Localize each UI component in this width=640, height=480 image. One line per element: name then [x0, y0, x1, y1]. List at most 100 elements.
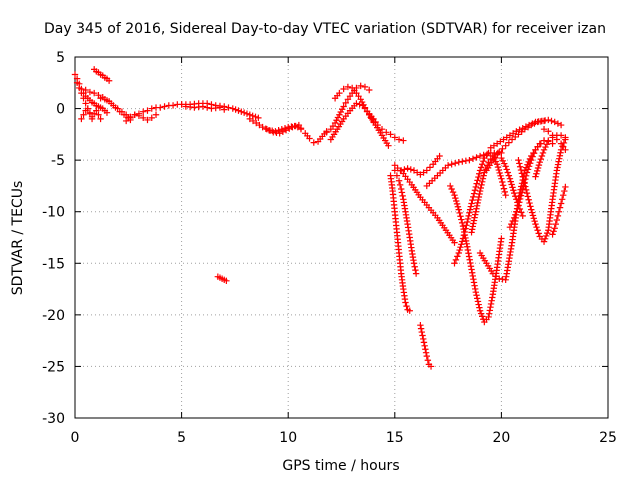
data-point	[426, 164, 434, 171]
data-point	[556, 155, 563, 162]
data-point	[471, 214, 478, 221]
data-point	[519, 173, 526, 180]
series-arc-04	[90, 66, 113, 84]
data-point	[534, 227, 541, 234]
data-point	[95, 111, 102, 118]
data-point	[560, 139, 568, 147]
data-point	[549, 140, 556, 147]
data-point	[498, 235, 505, 242]
data-point	[422, 349, 430, 356]
data-point	[474, 177, 481, 184]
data-point	[86, 88, 94, 96]
data-point	[468, 200, 475, 207]
data-point	[468, 269, 476, 276]
data-point	[476, 307, 484, 314]
data-point	[105, 77, 113, 84]
data-point	[458, 216, 465, 223]
data-point	[560, 192, 567, 199]
data-point	[562, 183, 569, 191]
data-point	[474, 199, 481, 207]
data-point	[498, 154, 505, 162]
data-point	[336, 89, 343, 97]
data-point	[498, 175, 505, 182]
series-arc-31	[506, 137, 556, 231]
data-point	[114, 105, 121, 112]
data-point	[103, 109, 111, 116]
data-point	[551, 118, 558, 126]
data-point	[552, 220, 559, 228]
data-point	[396, 181, 404, 189]
data-point	[292, 122, 299, 130]
data-point	[473, 154, 480, 161]
data-point	[449, 188, 457, 196]
data-point	[470, 217, 478, 224]
data-point	[394, 164, 401, 172]
data-point	[458, 241, 465, 248]
data-point	[466, 209, 473, 216]
data-point	[216, 104, 224, 111]
data-point	[232, 106, 239, 113]
data-point	[516, 163, 524, 170]
data-point	[451, 239, 458, 246]
data-point	[472, 208, 480, 215]
data-point	[391, 162, 398, 169]
data-point	[475, 301, 482, 308]
data-point	[471, 187, 479, 194]
x-tick-label: 0	[71, 430, 80, 446]
data-point	[469, 196, 476, 204]
data-point	[331, 119, 339, 127]
series-arc-28	[476, 137, 548, 283]
data-point	[499, 178, 506, 186]
data-point	[243, 110, 251, 117]
data-point	[356, 101, 363, 108]
data-point	[225, 104, 232, 111]
data-point	[475, 173, 482, 181]
data-point	[148, 105, 155, 112]
data-point	[523, 169, 531, 176]
series-arc-17	[327, 100, 392, 149]
data-point	[451, 260, 458, 267]
data-point	[131, 111, 138, 118]
data-point	[336, 111, 343, 118]
data-point	[464, 215, 472, 223]
data-point	[513, 208, 520, 215]
data-point	[395, 177, 403, 184]
y-tick-label: -20	[42, 308, 65, 324]
data-point	[412, 266, 419, 274]
data-point	[459, 235, 467, 242]
data-point	[534, 167, 541, 175]
data-point	[479, 178, 486, 186]
data-point	[456, 246, 463, 254]
data-point	[458, 219, 466, 227]
x-axis-label: GPS time / hours	[282, 458, 399, 474]
data-point	[470, 193, 477, 201]
series-arc-13	[263, 121, 303, 137]
data-point	[427, 363, 435, 370]
data-point	[471, 282, 478, 289]
data-point	[500, 185, 508, 192]
data-point	[240, 109, 248, 116]
data-point	[462, 225, 469, 232]
data-point	[404, 165, 411, 172]
data-point	[452, 256, 460, 264]
data-point	[323, 129, 330, 136]
y-tick-label: -5	[51, 153, 65, 169]
data-point	[462, 157, 470, 165]
data-series	[71, 66, 569, 370]
data-point	[501, 160, 508, 167]
data-point	[476, 190, 483, 198]
data-point	[334, 114, 342, 121]
data-point	[514, 205, 521, 212]
data-point	[454, 253, 461, 260]
data-point	[476, 152, 484, 160]
data-point	[540, 146, 548, 154]
data-point	[90, 89, 98, 97]
data-point	[118, 108, 126, 115]
data-point	[526, 160, 534, 167]
data-point	[528, 206, 535, 213]
data-point	[452, 160, 459, 167]
data-point	[562, 134, 569, 141]
data-point	[466, 156, 473, 164]
series-arc-23	[417, 321, 435, 370]
data-point	[235, 107, 242, 114]
